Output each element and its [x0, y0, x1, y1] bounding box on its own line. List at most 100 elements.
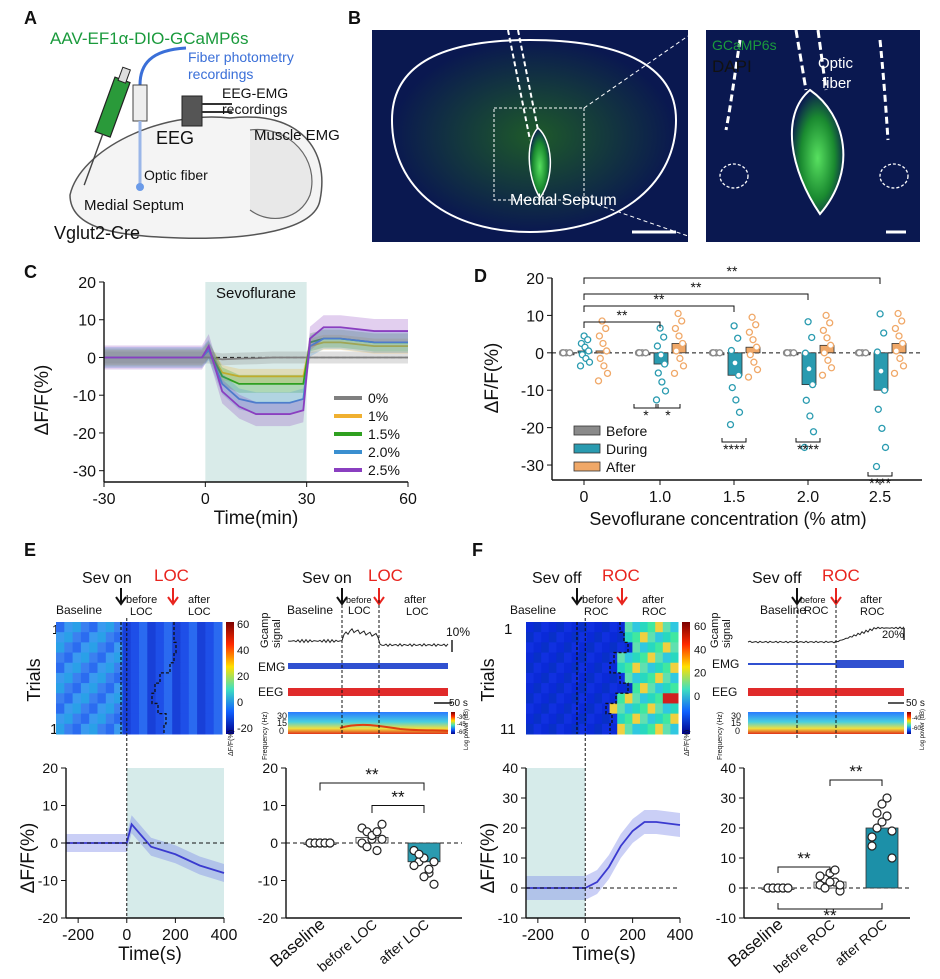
- e-heat-cell: [89, 713, 98, 725]
- e-heat-cell: [147, 723, 157, 735]
- f-heat-cell: [594, 723, 603, 735]
- f-heat-cell: [624, 662, 633, 674]
- e-heat-cell: [205, 652, 215, 664]
- e-heat-cell: [197, 703, 206, 715]
- e-heat-cell: [163, 672, 173, 684]
- d-sig-bracket-bottom: [655, 404, 681, 409]
- e-heat-cell: [139, 622, 148, 633]
- f-cbar-tick: 40: [694, 644, 706, 656]
- f-bar-point: [867, 832, 877, 842]
- e-heat-cell: [205, 632, 215, 643]
- e-trace-before-2: LOC: [348, 605, 371, 617]
- d-point: [635, 349, 644, 357]
- d-sig-top: **: [691, 279, 702, 295]
- f-heat-cell: [602, 652, 611, 664]
- f-heat-cell: [602, 713, 611, 725]
- f-bar-ytick-label: 0: [728, 880, 736, 896]
- f-heat-cell: [586, 683, 595, 694]
- f-heat-cell: [556, 693, 565, 704]
- e-heat-cell: [72, 662, 82, 674]
- e-heat-cell: [72, 622, 82, 633]
- f-bar-point: [867, 841, 877, 851]
- f-heat-cell: [579, 713, 588, 725]
- d-sig-bracket-bottom: [795, 438, 821, 443]
- panel-f-letter: F: [472, 540, 483, 560]
- f-heat-cell: [571, 683, 580, 694]
- d-sig-top: **: [727, 263, 738, 279]
- d-point: [808, 380, 817, 389]
- f-heat-cell: [541, 622, 550, 633]
- e-sev-on-label: Sev on: [82, 570, 132, 587]
- f-heat-cell: [564, 632, 573, 643]
- f-heat-cell: [541, 652, 550, 664]
- e-heat-cell: [188, 703, 198, 715]
- e-heat-cell: [56, 662, 65, 674]
- f-heat-baseline: Baseline: [510, 603, 556, 617]
- f-heat-cell: [647, 683, 656, 694]
- e-heat-cell: [105, 642, 115, 654]
- f-heat-cell: [556, 672, 565, 684]
- f-heat-cell: [624, 683, 633, 694]
- f-heat-boundary: [605, 622, 629, 734]
- f-bar-point: [882, 793, 892, 803]
- d-point: [898, 317, 906, 325]
- e-heat-cell: [197, 723, 206, 735]
- e-heat-cell: [155, 622, 165, 633]
- f-heat-cell: [647, 693, 656, 704]
- f-heat-cell: [632, 662, 641, 674]
- e-trace-sev-on: Sev on: [302, 570, 352, 587]
- e-freq-0: 0: [279, 726, 284, 736]
- e-heat-cell: [188, 652, 198, 664]
- e-heat-cell: [130, 642, 140, 654]
- e-heat-cell: [213, 683, 223, 694]
- f-heat-after: after ROC: [642, 594, 667, 618]
- d-sig-top: **: [617, 307, 628, 323]
- e-heat-cell: [56, 652, 65, 664]
- f-heat-cell: [564, 693, 573, 704]
- e-bar-point: [429, 857, 439, 867]
- f-heat-cell: [655, 632, 664, 643]
- f-heat-cell: [548, 713, 557, 725]
- eegemg-line2: recordings: [222, 101, 287, 117]
- d-point: [727, 346, 736, 355]
- f-heat-cell: [541, 703, 550, 715]
- e-ytick-label: -10: [38, 873, 58, 889]
- e-heat-cell: [213, 672, 223, 684]
- f-heat-cell: [609, 713, 618, 725]
- d-point: [678, 339, 687, 348]
- f-heat-cell: [594, 703, 603, 715]
- e-cbar-tick: -20: [237, 723, 253, 735]
- e-sem-band: [66, 815, 224, 882]
- f-ytick-label: 40: [502, 760, 518, 776]
- d-point: [671, 324, 680, 333]
- f-heat-cell: [640, 642, 649, 654]
- e-heat-cell: [80, 683, 90, 694]
- e-heat-cell: [180, 723, 190, 735]
- e-heat-cell: [130, 662, 140, 674]
- e-heat-cell: [97, 723, 107, 735]
- f-heat-cell: [632, 652, 641, 664]
- e-trace-before: before LOC: [346, 595, 374, 617]
- f-ytick-label: 10: [502, 850, 518, 866]
- f-heat-cell: [594, 662, 603, 674]
- c-xtick-label: 30: [298, 491, 316, 508]
- e-mean-line: [66, 822, 225, 874]
- f-heat-cell: [670, 652, 679, 664]
- d-point: [824, 356, 832, 364]
- e-heat-cell: [89, 662, 98, 674]
- f-heat-cell: [670, 622, 679, 633]
- d-point: [809, 428, 818, 436]
- f-heat-cell: [655, 662, 664, 674]
- d-point: [790, 349, 798, 357]
- e-bar-point: [429, 879, 439, 889]
- d-legend-label: Before: [606, 423, 647, 439]
- e-heat-cell: [163, 662, 173, 674]
- f-heat-after-2: ROC: [642, 606, 667, 618]
- headstage-icon: [181, 95, 203, 127]
- f-bar-ytick-label: 30: [720, 790, 736, 806]
- d-point: [872, 462, 881, 471]
- f-heat-cell: [571, 703, 580, 715]
- c-ytick-label: 10: [78, 313, 96, 330]
- d-point: [661, 387, 670, 395]
- ventricle-line-right: [878, 39, 890, 141]
